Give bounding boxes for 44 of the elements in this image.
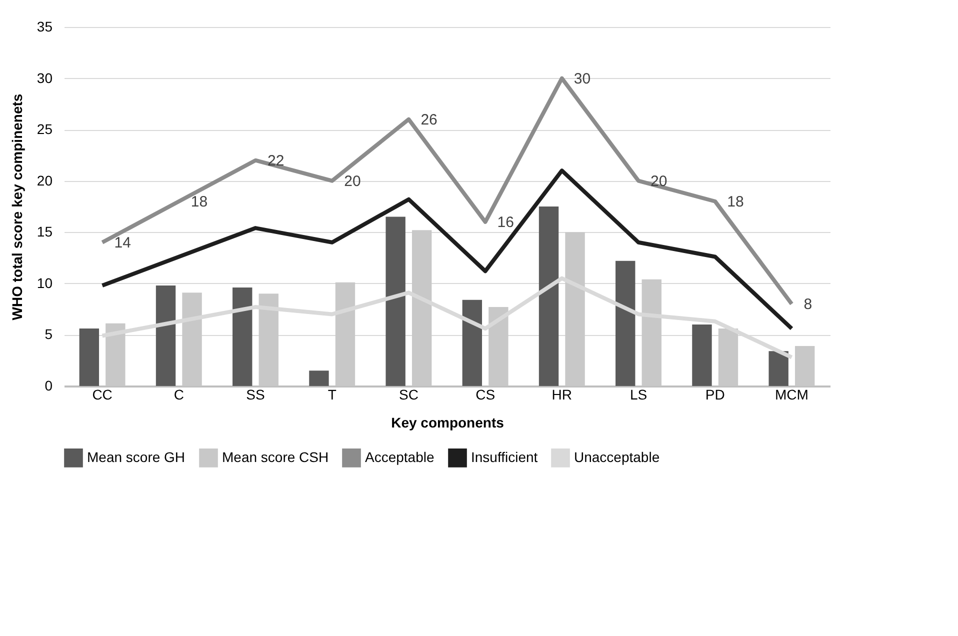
legend-label: Mean score CSH bbox=[222, 448, 329, 465]
data-label: 18 bbox=[190, 193, 208, 210]
y-tick-label: 20 bbox=[36, 172, 53, 188]
y-tick-label: 10 bbox=[36, 274, 53, 291]
y-tick-label: 5 bbox=[44, 326, 53, 342]
bar bbox=[692, 324, 712, 386]
y-tick-label: 30 bbox=[36, 70, 53, 86]
x-tick-label: SS bbox=[246, 386, 265, 402]
data-label: 8 bbox=[804, 296, 812, 313]
data-label: 26 bbox=[420, 111, 438, 128]
legend-label: Mean score GH bbox=[87, 448, 186, 465]
bar bbox=[538, 206, 559, 386]
y-tick-label: 25 bbox=[36, 121, 53, 138]
legend-label: Unacceptable bbox=[574, 448, 660, 465]
bar bbox=[309, 370, 329, 386]
bar bbox=[79, 328, 100, 386]
y-tick-label: 15 bbox=[36, 224, 53, 240]
y-tick-label: 35 bbox=[36, 18, 53, 34]
data-label: 18 bbox=[727, 193, 744, 210]
bar bbox=[386, 216, 406, 386]
x-tick-label: CC bbox=[92, 386, 112, 402]
x-tick-label: T bbox=[328, 386, 337, 402]
x-tick-label: LS bbox=[630, 386, 648, 402]
data-label: 20 bbox=[344, 172, 361, 190]
y-tick-label: 0 bbox=[44, 378, 53, 394]
x-tick-label: CS bbox=[476, 386, 496, 402]
x-axis-title: Key components bbox=[391, 414, 504, 430]
bar bbox=[156, 285, 176, 386]
data-label: 14 bbox=[114, 234, 131, 252]
bar bbox=[616, 260, 636, 386]
y-axis-title: WHO total score key compinenets bbox=[8, 94, 25, 320]
x-tick-label: C bbox=[174, 386, 184, 402]
bar bbox=[462, 300, 482, 386]
x-tick-label: MCM bbox=[774, 386, 808, 402]
bar bbox=[232, 288, 252, 386]
data-label: 16 bbox=[497, 214, 514, 231]
legend-label: Insufficient bbox=[471, 448, 538, 465]
legend-label: Acceptable bbox=[365, 448, 434, 465]
x-tick-label: SC bbox=[398, 386, 418, 402]
x-tick-label: HR bbox=[552, 386, 572, 402]
x-tick-label: PD bbox=[705, 386, 725, 402]
data-label: 30 bbox=[574, 70, 591, 88]
line-series bbox=[100, 168, 794, 331]
bar bbox=[768, 351, 788, 386]
